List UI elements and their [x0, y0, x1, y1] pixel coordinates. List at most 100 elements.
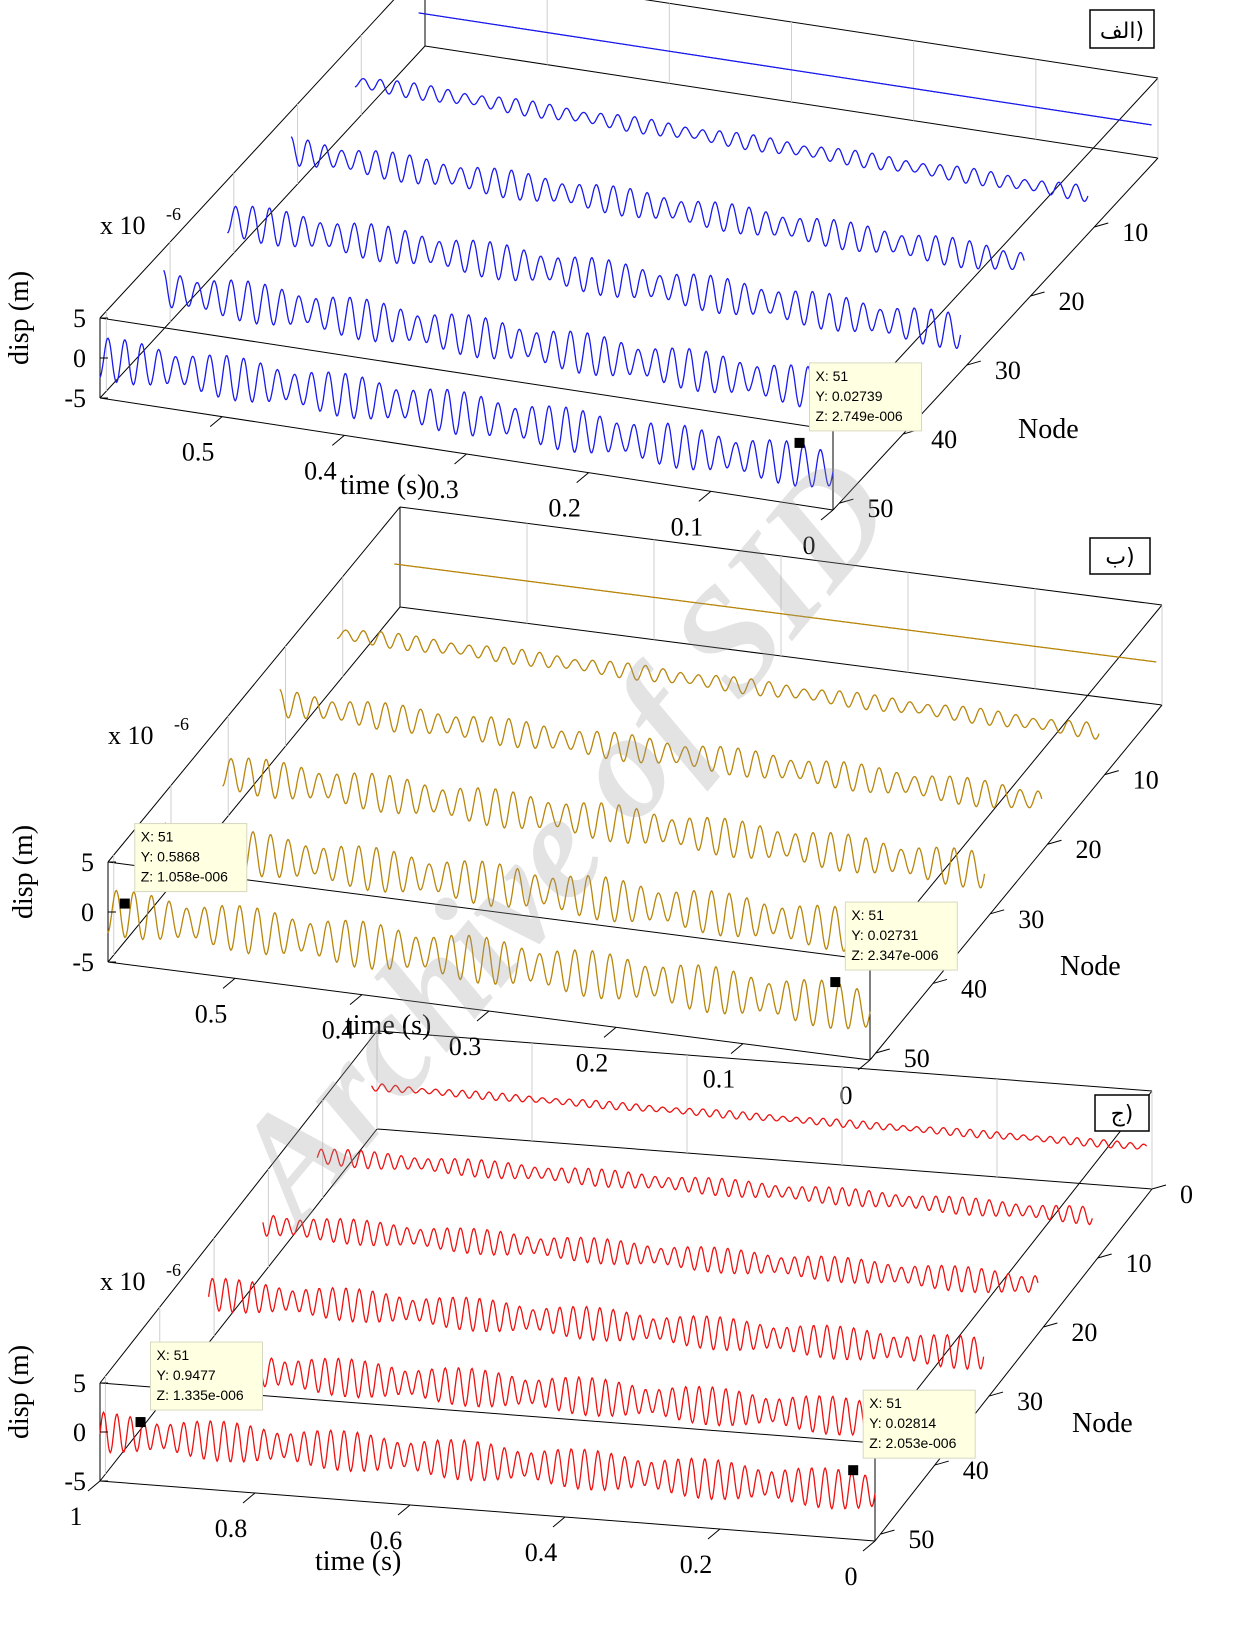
series-line	[394, 563, 1157, 663]
series-group	[99, 12, 1152, 488]
panel-tag-box	[1089, 9, 1155, 49]
y-tick-label: 0.4	[525, 1538, 558, 1567]
z-tick-label: -5	[64, 1467, 86, 1496]
x-tick-label: 40	[963, 1456, 989, 1485]
z-tick-label: -5	[72, 948, 94, 977]
y-tick	[332, 434, 345, 446]
data-tip-text: Z: 2.347e-006	[851, 947, 938, 963]
axis-labels: Node time (s) disp (m) x 10 -6	[8, 714, 1121, 1041]
y-tick-label: 0	[845, 1562, 858, 1591]
x-tick	[988, 1391, 1004, 1397]
axis-edge	[99, 1480, 876, 1542]
y-axis-label: time (s)	[340, 470, 426, 501]
panel-tag-box	[1089, 537, 1151, 575]
y-tick-label: 0.3	[426, 475, 459, 504]
z-axis-label: disp (m)	[4, 1345, 35, 1439]
y-tick-label: 0.2	[576, 1048, 609, 1077]
z-exponent-label: x 10	[100, 1267, 146, 1296]
x-tick-label: 30	[995, 356, 1021, 385]
series-line	[227, 205, 962, 349]
x-tick-label: 20	[1071, 1318, 1097, 1347]
y-tick-label: 0.5	[195, 999, 228, 1028]
x-tick-label: 50	[904, 1044, 930, 1073]
z-tick-label: 0	[73, 1418, 86, 1447]
axis-labels: Node time (s) disp (m) x 10 -6	[4, 204, 1079, 501]
x-tick-label: 10	[1133, 766, 1159, 795]
x-tick-label: 40	[931, 425, 957, 454]
z-tick-label: 5	[73, 304, 86, 333]
y-tick	[820, 509, 834, 521]
y-tick-label: 0.1	[703, 1065, 736, 1094]
x-tick-label: 50	[867, 494, 893, 523]
data-tip-box	[150, 1341, 264, 1411]
data-tip-text: Y: 0.02739	[816, 388, 883, 404]
y-tick	[698, 490, 712, 502]
x-tick	[934, 1460, 949, 1466]
axis-labels: Node time (s) disp (m) x 10 -6	[4, 1260, 1133, 1577]
series-line	[262, 1214, 1039, 1294]
x-tick	[932, 978, 948, 984]
data-tip: X: 51 Y: 0.9477 Z: 1.335e-006	[135, 1341, 264, 1428]
data-tip: X: 51 Y: 0.02814 Z: 2.053e-006	[848, 1389, 976, 1476]
y-tick	[476, 1010, 490, 1022]
y-tick-label: 0.6	[370, 1526, 403, 1555]
x-tick-label: 10	[1122, 218, 1148, 247]
axis-edge	[376, 1030, 1153, 1092]
y-tick	[603, 1026, 617, 1038]
grid-lines	[113, 523, 1163, 956]
data-tip: X: 51 Y: 0.5868 Z: 1.058e-006	[119, 823, 248, 909]
data-tip-text: X: 51	[141, 829, 174, 845]
z-axis-label: disp (m)	[4, 271, 35, 365]
x-axis-label: Node	[1018, 414, 1079, 445]
x-tick	[1094, 222, 1109, 228]
x-tick	[880, 1529, 895, 1535]
y-tick	[576, 472, 589, 484]
axis-edge	[99, 45, 426, 399]
y-tick	[707, 1528, 721, 1540]
y-tick-label: 0.4	[322, 1016, 355, 1045]
y-tick	[862, 1540, 876, 1552]
y-axis-label: time (s)	[345, 1010, 431, 1041]
data-tip-marker	[830, 977, 841, 988]
x-tick-label: 0	[1180, 1180, 1193, 1209]
y-tick-label: 0.4	[304, 456, 337, 485]
y-tick	[454, 453, 467, 465]
data-tip-box	[862, 1389, 976, 1459]
data-tip-marker	[794, 437, 805, 448]
series-group	[99, 1083, 1148, 1511]
x-tick-label: 20	[1059, 287, 1085, 316]
z-exponent-power: -6	[166, 1260, 181, 1280]
z-tick-label: 0	[81, 898, 94, 927]
data-tip-text: Y: 0.5868	[141, 849, 200, 865]
data-tip-text: X: 51	[851, 907, 884, 923]
data-tip-marker	[119, 898, 130, 909]
x-tick-label: 20	[1075, 835, 1101, 864]
axis-edge	[99, 0, 395, 319]
y-tick-label: 0.2	[548, 494, 581, 523]
series-line	[418, 12, 1152, 126]
x-tick	[1151, 1184, 1167, 1190]
axis-edge	[99, 1128, 378, 1482]
y-tick-label: 0	[803, 531, 816, 560]
data-tip-marker	[848, 1465, 859, 1476]
data-tip-marker	[135, 1417, 146, 1428]
axis-edge	[869, 604, 1163, 961]
x-tick	[839, 498, 854, 504]
x-tick-label: 30	[1017, 1387, 1043, 1416]
data-tip-text: X: 51	[816, 368, 849, 384]
data-tip-text: X: 51	[869, 1395, 902, 1411]
z-tick-label: 5	[73, 1369, 86, 1398]
data-tip-text: Y: 0.02814	[869, 1415, 936, 1431]
y-tick-label: 0.1	[671, 512, 704, 541]
z-tick-label: -5	[64, 384, 86, 413]
x-tick	[966, 360, 981, 366]
series-line	[336, 629, 1100, 740]
data-tip-box	[809, 362, 923, 432]
x-tick-label: 30	[1018, 905, 1044, 934]
